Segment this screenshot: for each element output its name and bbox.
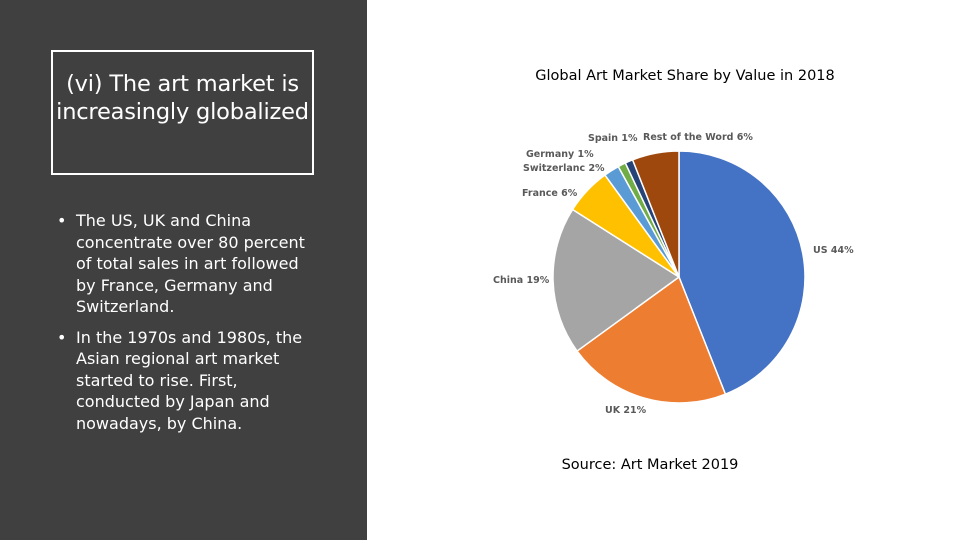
pie-slice-label: Spain 1% <box>588 133 638 144</box>
pie-slice-label: France 6% <box>522 188 578 199</box>
bullet-dot: • <box>57 327 67 347</box>
slide-title-line-2: increasingly globalized <box>56 99 309 125</box>
pie-slice-label: China 19% <box>493 275 550 286</box>
bullet-dot: • <box>57 211 67 230</box>
bullet-item: • The US, UK and China concentrate over … <box>56 210 318 318</box>
slide-title-box: (vi) The art market is increasingly glob… <box>51 50 314 175</box>
bullet-text: In the 1970s and 1980s, the Asian region… <box>76 327 303 433</box>
pie-slice <box>576 275 727 404</box>
bullet-list: • The US, UK and China concentrate over … <box>56 210 318 443</box>
pie-slice <box>552 208 681 353</box>
pie-chart: US 44% UK 21% China 19% France 6% Switzerlan… <box>493 132 854 416</box>
chart-title: Global Art Market Share by Value in 2018 <box>535 68 835 84</box>
bullet-item: • In the 1970s and 1980s, the Asian regi… <box>56 327 318 435</box>
pie-slice-label: Switzerlanc 2% <box>523 163 605 174</box>
pie-slice <box>631 150 680 278</box>
pie-slice-label: US 44% <box>813 245 854 256</box>
pie-slice-label: UK 21% <box>605 405 647 416</box>
source-note: Source: Art Market 2019 <box>561 457 739 473</box>
pie-slice-label: Rest of the Word 6% <box>643 132 753 143</box>
pie-slice-label: Germany 1% <box>526 149 594 160</box>
slide-title-line-1: (vi) The art market is <box>66 71 299 97</box>
bullet-text: The US, UK and China concentrate over 80… <box>76 211 305 316</box>
pie-slice <box>678 150 806 396</box>
left-panel: (vi) The art market is increasingly glob… <box>0 0 367 540</box>
